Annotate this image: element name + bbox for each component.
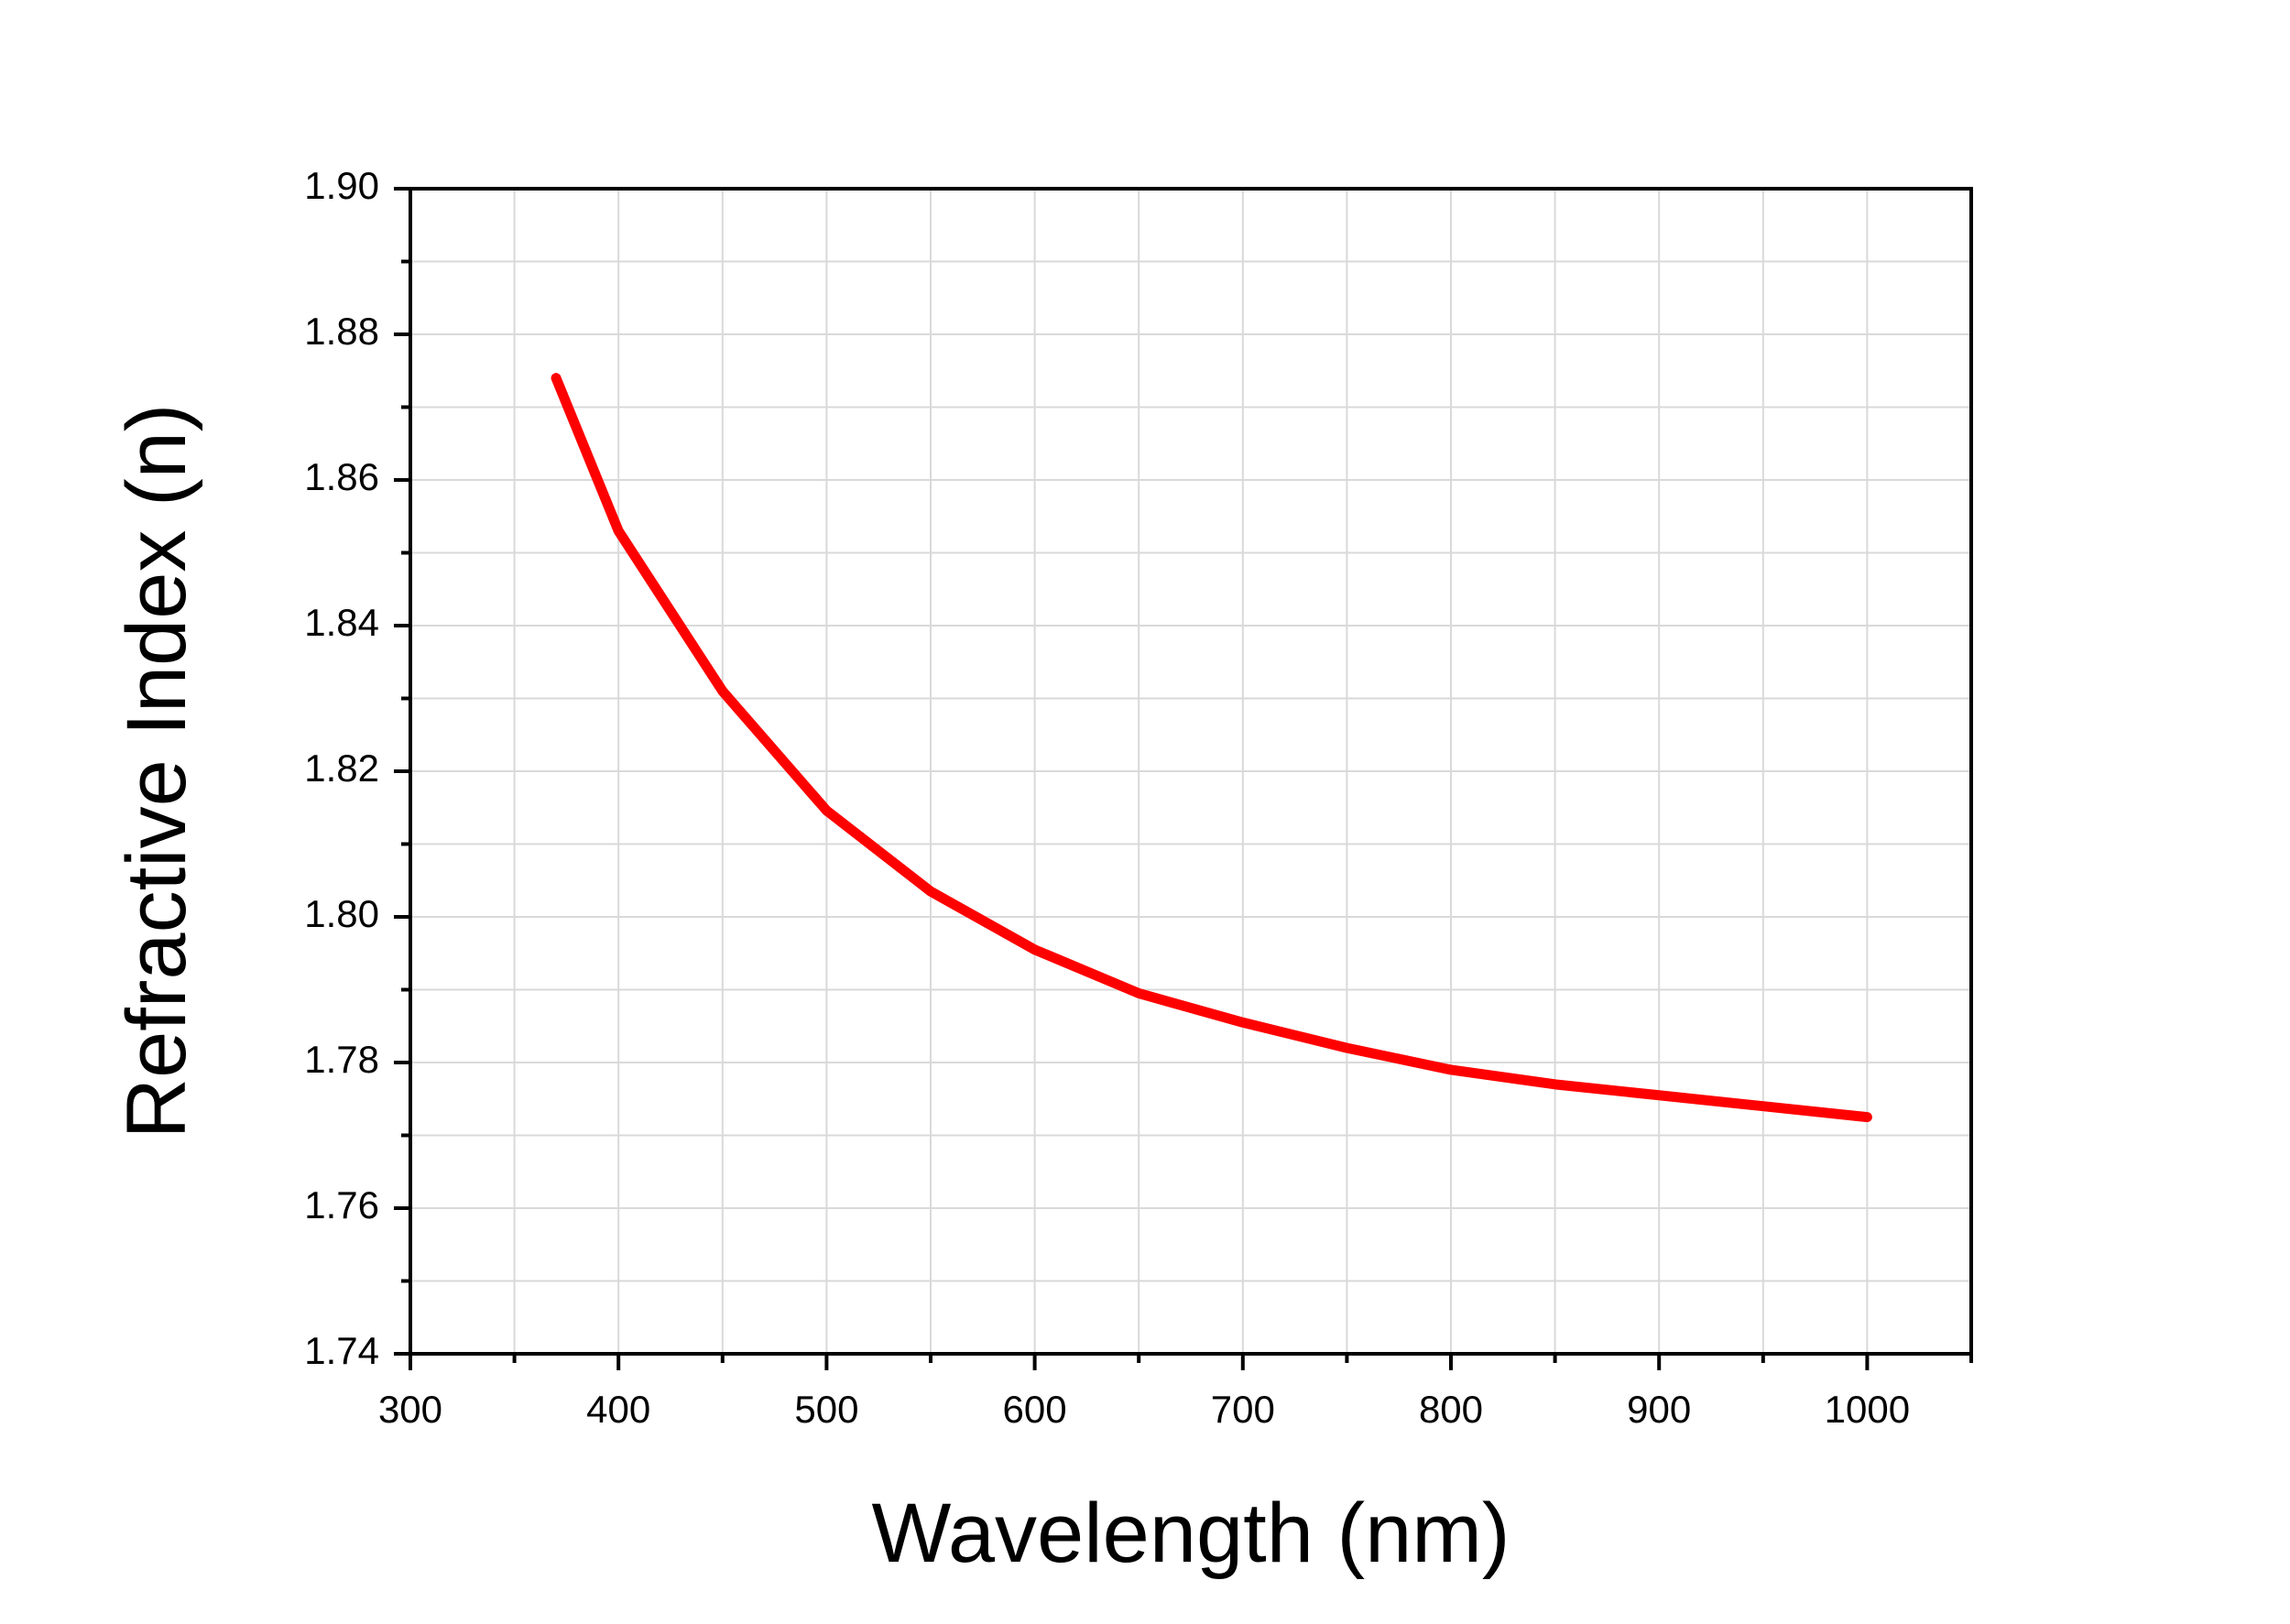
x-tick-label: 400	[586, 1388, 650, 1431]
y-tick-label: 1.76	[304, 1183, 379, 1226]
x-tick-label: 500	[794, 1388, 858, 1431]
y-tick-label: 1.86	[304, 455, 379, 498]
x-tick-label: 800	[1419, 1388, 1483, 1431]
x-tick-label: 600	[1003, 1388, 1067, 1431]
y-tick-label: 1.88	[304, 310, 379, 353]
y-tick-label: 1.90	[304, 164, 379, 207]
y-tick-label: 1.78	[304, 1038, 379, 1081]
x-axis-title: Wavelength (nm)	[871, 1487, 1510, 1580]
x-tick-label: 900	[1627, 1388, 1691, 1431]
y-tick-label: 1.84	[304, 601, 379, 644]
y-axis-title: Refractive Index (n)	[110, 404, 203, 1139]
x-tick-label: 1000	[1825, 1388, 1910, 1431]
x-tick-label: 300	[378, 1388, 442, 1431]
data-line	[551, 373, 1872, 1123]
x-tick-label: 700	[1211, 1388, 1275, 1431]
y-tick-label: 1.74	[304, 1329, 379, 1372]
y-tick-label: 1.82	[304, 747, 379, 790]
y-tick-label: 1.80	[304, 892, 379, 935]
